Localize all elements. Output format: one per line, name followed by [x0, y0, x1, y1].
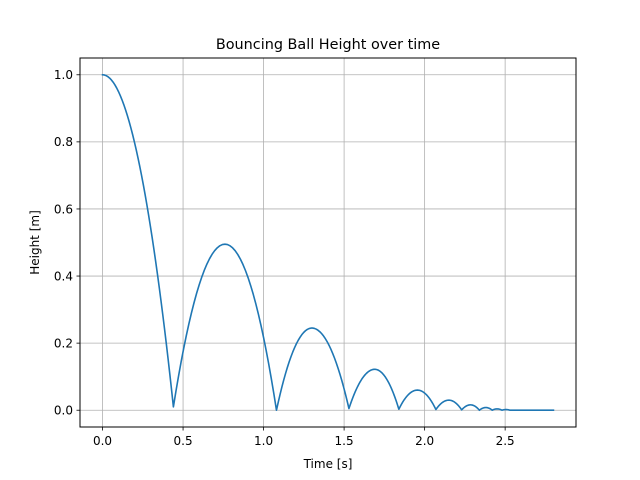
y-tick-label: 0.0 [54, 404, 73, 418]
x-axis-label: Time [s] [303, 457, 353, 471]
x-tick-label: 1.0 [254, 434, 273, 448]
chart-title: Bouncing Ball Height over time [216, 37, 440, 53]
x-tick-label: 1.5 [335, 434, 354, 448]
x-tick-label: 0.0 [93, 434, 112, 448]
plot-frame [79, 57, 577, 428]
x-tick-label: 2.0 [415, 434, 434, 448]
grid [80, 58, 576, 427]
x-tick-label: 2.5 [496, 434, 515, 448]
y-tick-label: 1.0 [54, 68, 73, 82]
y-tick-label: 0.6 [54, 202, 73, 216]
y-tick-label: 0.4 [54, 269, 73, 283]
y-tick-label: 0.2 [54, 336, 73, 350]
y-axis-label: Height [m] [28, 210, 42, 275]
ticks: 0.0 0.5 1.0 1.5 2.0 2.5 0.0 0.2 0.4 0.6 0.8 1.0 [54, 68, 515, 448]
series-layer [101, 73, 555, 412]
series-line [101, 73, 555, 412]
y-tick-label: 0.8 [54, 135, 73, 149]
x-tick-label: 0.5 [174, 434, 193, 448]
